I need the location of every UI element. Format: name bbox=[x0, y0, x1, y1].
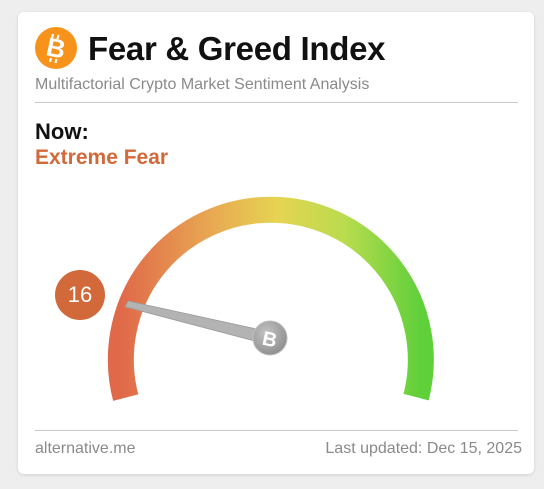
page-title: Fear & Greed Index bbox=[88, 30, 386, 67]
gauge-needle bbox=[124, 300, 271, 346]
fear-greed-card: B Fear & Greed Index Multifactorial Cryp… bbox=[18, 12, 534, 474]
source-link[interactable]: alternative.me bbox=[35, 440, 136, 457]
header-divider bbox=[35, 102, 518, 103]
bitcoin-icon: B bbox=[35, 27, 77, 69]
now-label: Now: bbox=[35, 119, 89, 144]
last-updated-text: Last updated: Dec 15, 2025 bbox=[325, 440, 522, 457]
sentiment-classification: Extreme Fear bbox=[35, 146, 169, 169]
footer-divider bbox=[35, 430, 518, 431]
gauge-arc bbox=[107, 196, 434, 401]
needle-hub-bitcoin-icon: B bbox=[252, 320, 288, 356]
index-value-badge: 16 bbox=[55, 270, 105, 320]
page-subtitle: Multifactorial Crypto Market Sentiment A… bbox=[35, 76, 370, 93]
svg-text:B: B bbox=[260, 328, 279, 353]
sentiment-gauge: B bbox=[107, 196, 434, 401]
